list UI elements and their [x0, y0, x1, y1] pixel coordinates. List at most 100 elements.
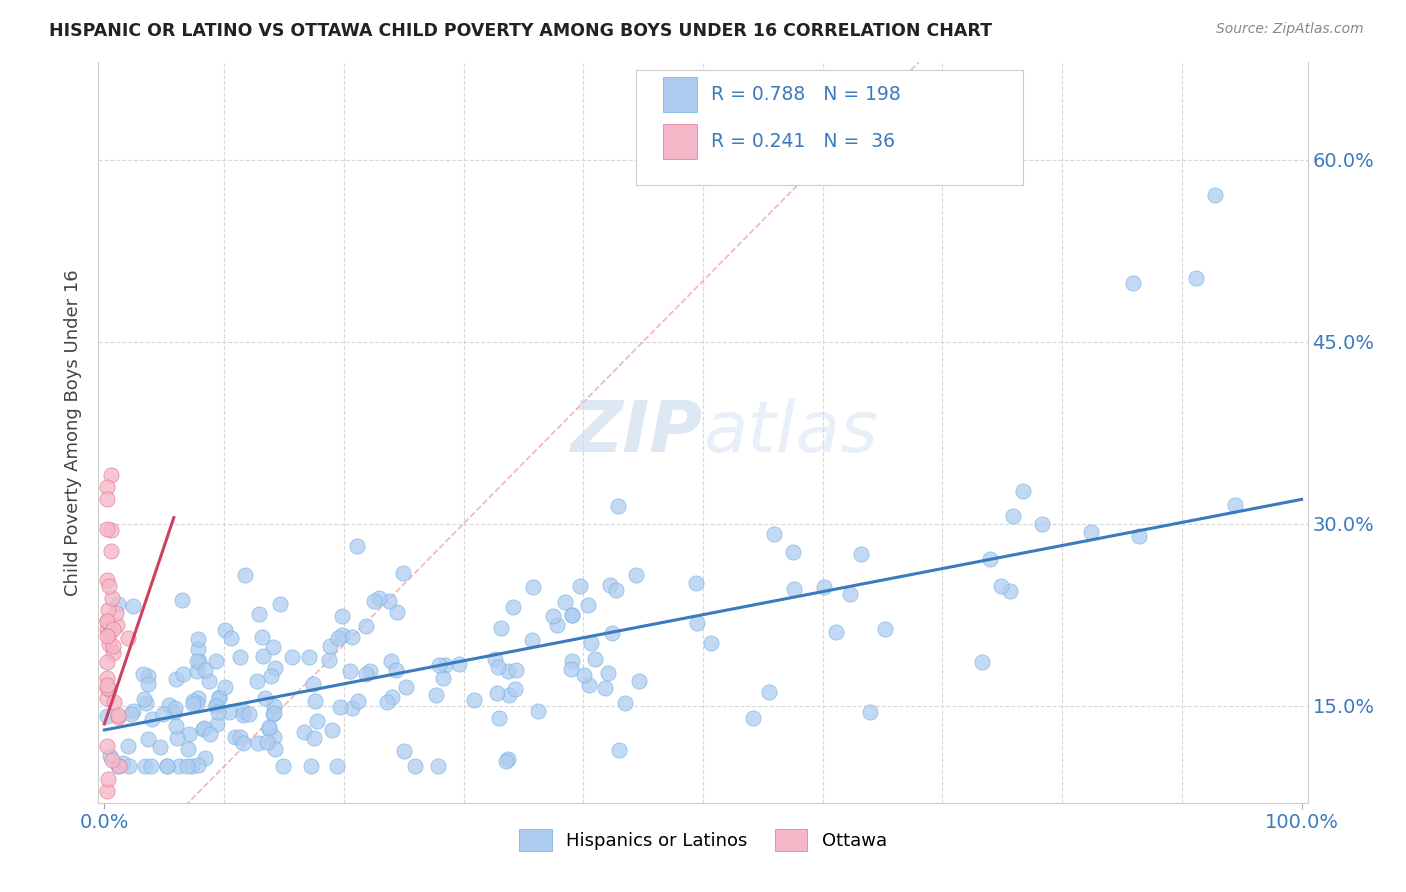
Point	[139, 759, 162, 773]
Point	[299, 759, 322, 773]
Point	[181, 697, 204, 711]
Point	[433, 657, 456, 672]
Point	[101, 647, 124, 661]
Point	[169, 759, 191, 773]
Point	[426, 759, 449, 773]
FancyBboxPatch shape	[664, 124, 697, 159]
Point	[298, 650, 321, 665]
Point	[188, 653, 211, 667]
Point	[561, 654, 583, 668]
Point	[163, 705, 186, 719]
Point	[120, 707, 142, 722]
Point	[599, 578, 621, 592]
Y-axis label: Child Poverty Among Boys Under 16: Child Poverty Among Boys Under 16	[65, 269, 83, 596]
Point	[170, 592, 193, 607]
Point	[208, 690, 231, 705]
Point	[214, 623, 236, 637]
Point	[186, 654, 208, 668]
Point	[96, 690, 118, 705]
Point	[271, 759, 294, 773]
Point	[486, 660, 509, 674]
Point	[205, 698, 228, 712]
Point	[613, 696, 636, 710]
Point	[98, 682, 121, 697]
Point	[207, 706, 229, 720]
Point	[194, 750, 217, 764]
Point	[134, 691, 156, 706]
Point	[224, 730, 246, 744]
Point	[97, 772, 120, 786]
Point	[463, 692, 485, 706]
Point	[505, 664, 527, 678]
Point	[527, 704, 550, 718]
Point	[181, 694, 204, 708]
Point	[858, 705, 880, 719]
Point	[96, 522, 118, 536]
Point	[330, 609, 353, 624]
Point	[96, 709, 118, 723]
Point	[112, 756, 135, 771]
Point	[187, 758, 209, 772]
Point	[593, 681, 616, 695]
Point	[354, 619, 377, 633]
Point	[103, 695, 125, 709]
Point	[359, 664, 381, 678]
Point	[340, 701, 363, 715]
Point	[96, 629, 118, 643]
Point	[257, 722, 280, 736]
Point	[354, 667, 377, 681]
Point	[96, 739, 118, 754]
Point	[96, 655, 118, 669]
Point	[98, 748, 121, 763]
Point	[380, 654, 402, 668]
Point	[489, 621, 512, 635]
Point	[165, 672, 187, 686]
Point	[198, 674, 221, 689]
Point	[561, 608, 583, 623]
Point	[96, 671, 118, 685]
Point	[378, 594, 401, 608]
Point	[292, 724, 315, 739]
Point	[214, 680, 236, 694]
Point	[103, 622, 125, 636]
Point	[763, 526, 786, 541]
Point	[107, 708, 129, 723]
Point	[686, 615, 709, 630]
Point	[229, 730, 252, 744]
Point	[172, 667, 194, 681]
Point	[626, 568, 648, 582]
Point	[200, 727, 222, 741]
Point	[187, 641, 209, 656]
Point	[432, 671, 454, 685]
Point	[568, 579, 591, 593]
Point	[97, 579, 120, 593]
Point	[186, 664, 208, 678]
Point	[186, 697, 208, 711]
Text: R = 0.241   N =  36: R = 0.241 N = 36	[711, 132, 896, 151]
Point	[107, 759, 129, 773]
Point	[156, 759, 179, 773]
Point	[375, 695, 398, 709]
Point	[156, 759, 179, 773]
Point	[838, 587, 860, 601]
Point	[96, 783, 118, 797]
Point	[107, 597, 129, 611]
Point	[605, 583, 627, 598]
Point	[596, 665, 619, 680]
Point	[134, 759, 156, 773]
Point	[330, 628, 353, 642]
Point	[496, 664, 519, 678]
Point	[246, 736, 269, 750]
Point	[425, 688, 447, 702]
Point	[307, 714, 329, 728]
Point	[205, 716, 228, 731]
Point	[384, 663, 406, 677]
Point	[825, 624, 848, 639]
Point	[105, 606, 128, 620]
Point	[118, 759, 141, 773]
Point	[700, 636, 723, 650]
Point	[177, 742, 200, 756]
Point	[392, 743, 415, 757]
Point	[138, 668, 160, 682]
Point	[218, 705, 240, 719]
